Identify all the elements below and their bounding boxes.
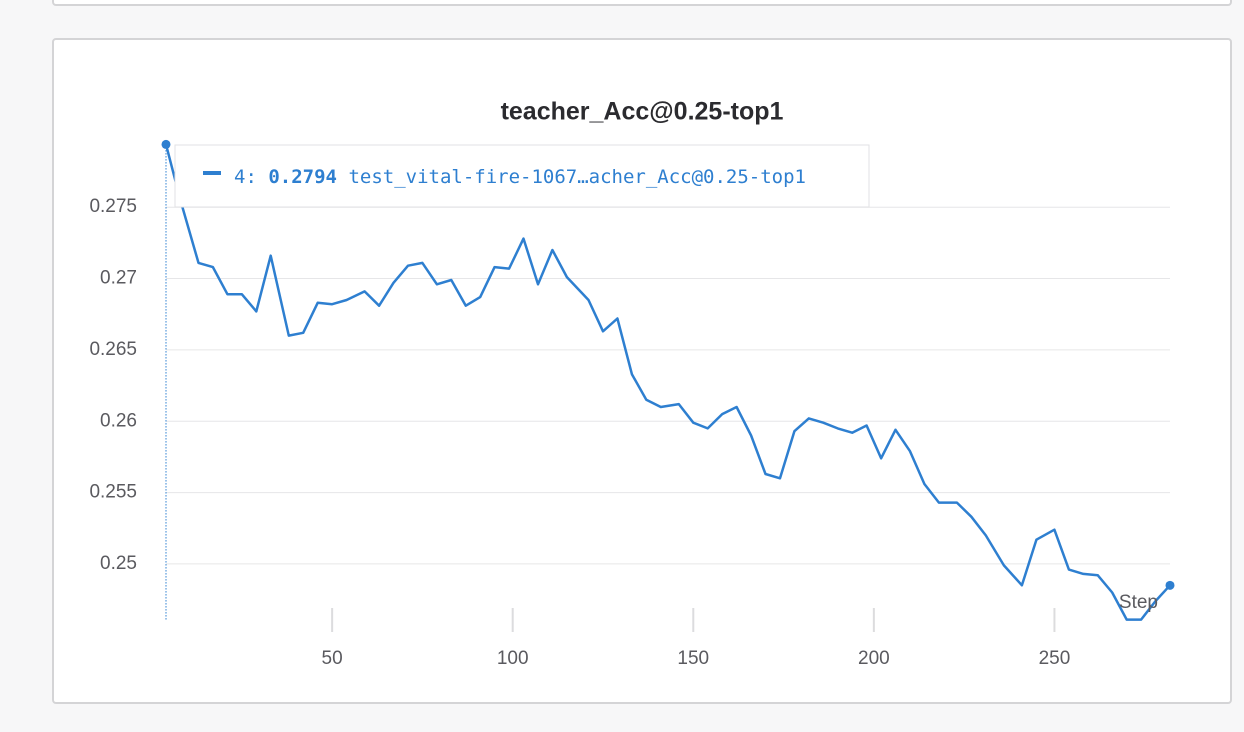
chart-title: teacher_Acc@0.25-top1 [501,98,784,126]
x-tick-label: 100 [497,648,529,669]
tooltip-value: 0.2794 [268,166,337,188]
y-tick-label: 0.275 [89,196,137,217]
y-tick-label: 0.26 [100,410,137,431]
y-tick-label: 0.27 [100,268,137,289]
y-tick-label: 0.255 [89,482,137,503]
y-tick-label: 0.25 [100,553,137,574]
x-axis-label: Step [1119,592,1158,613]
x-tick-label: 250 [1039,648,1071,669]
legend-entry: test_vital-fire-1067…acher_Acc@0.25-top1 [348,166,806,188]
tooltip: 4: 0.2794 test_vital-fire-1067…acher_Acc… [174,144,870,208]
x-tick-label: 50 [322,648,343,669]
plot [161,139,1175,621]
grid: 0.25 0.255 0.26 0.265 0.27 0.275 50 100 150 200 25… [89,196,1170,669]
y-tick-label: 0.265 [89,339,137,360]
x-tick-label: 150 [677,648,709,669]
tooltip-text: 4: 0.2794 test_vital-fire-1067…acher_Acc… [234,166,806,188]
previous-panel [52,0,1232,6]
tooltip-step: 4: [234,166,257,188]
x-tick-label: 200 [858,648,890,669]
line-series [164,144,1171,621]
first-point [161,139,171,149]
last-point [1165,580,1175,590]
tooltip-box [174,144,870,208]
